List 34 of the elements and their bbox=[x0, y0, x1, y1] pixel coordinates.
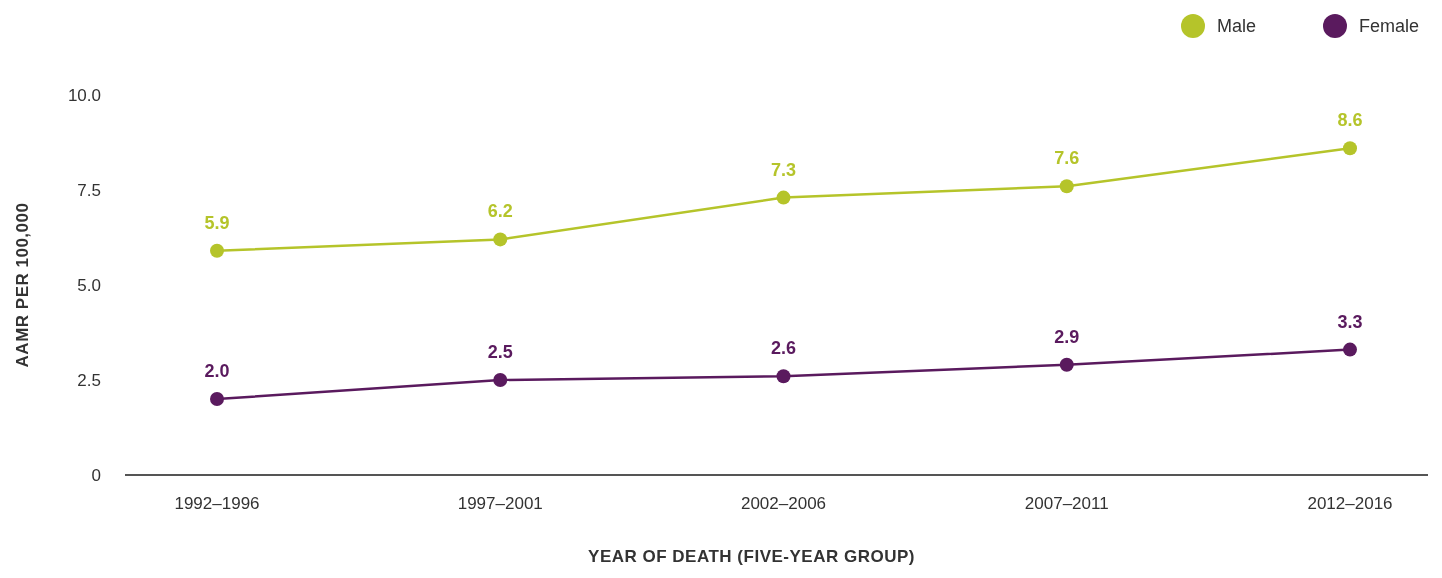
data-label: 7.3 bbox=[770, 159, 797, 180]
point bbox=[1343, 342, 1357, 357]
point bbox=[210, 392, 224, 406]
y-tick-label: 7.5 bbox=[77, 180, 101, 200]
y-axis-title: AAMR PER 100,000 bbox=[13, 202, 32, 368]
y-tick-label: 2.5 bbox=[77, 370, 101, 390]
point bbox=[493, 232, 508, 247]
data-label: 5.9 bbox=[204, 212, 230, 233]
x-tick-label: 2007–2011 bbox=[1024, 494, 1109, 513]
point bbox=[493, 373, 508, 387]
data-label: 2.6 bbox=[770, 338, 797, 359]
data-label: 2.9 bbox=[1054, 326, 1080, 347]
point bbox=[776, 369, 791, 384]
data-label: 6.2 bbox=[487, 201, 513, 222]
data-label: 2.0 bbox=[204, 361, 230, 381]
legend-label: Female bbox=[1359, 16, 1420, 37]
point bbox=[210, 243, 224, 258]
y-tick-label: 0 bbox=[91, 465, 101, 485]
x-tick-label: 2012–2016 bbox=[1307, 494, 1393, 513]
y-tick-label: 10.0 bbox=[67, 85, 101, 105]
data-label: 7.6 bbox=[1054, 148, 1080, 169]
point bbox=[1059, 179, 1074, 194]
x-tick-label: 1997–2001 bbox=[457, 494, 543, 513]
x-axis-title: YEAR OF DEATH (FIVE-YEAR GROUP) bbox=[588, 547, 915, 566]
x-tick-label: 2002–2006 bbox=[740, 494, 827, 513]
point bbox=[776, 190, 791, 205]
data-label: 2.5 bbox=[487, 342, 513, 362]
legend-label: Male bbox=[1217, 16, 1257, 37]
point bbox=[1343, 141, 1357, 156]
point bbox=[1059, 357, 1074, 372]
data-label: 8.6 bbox=[1337, 110, 1363, 131]
data-label: 3.3 bbox=[1337, 311, 1363, 332]
x-tick-label: 1992–1996 bbox=[174, 494, 260, 513]
y-tick-label: 5.0 bbox=[77, 275, 101, 295]
